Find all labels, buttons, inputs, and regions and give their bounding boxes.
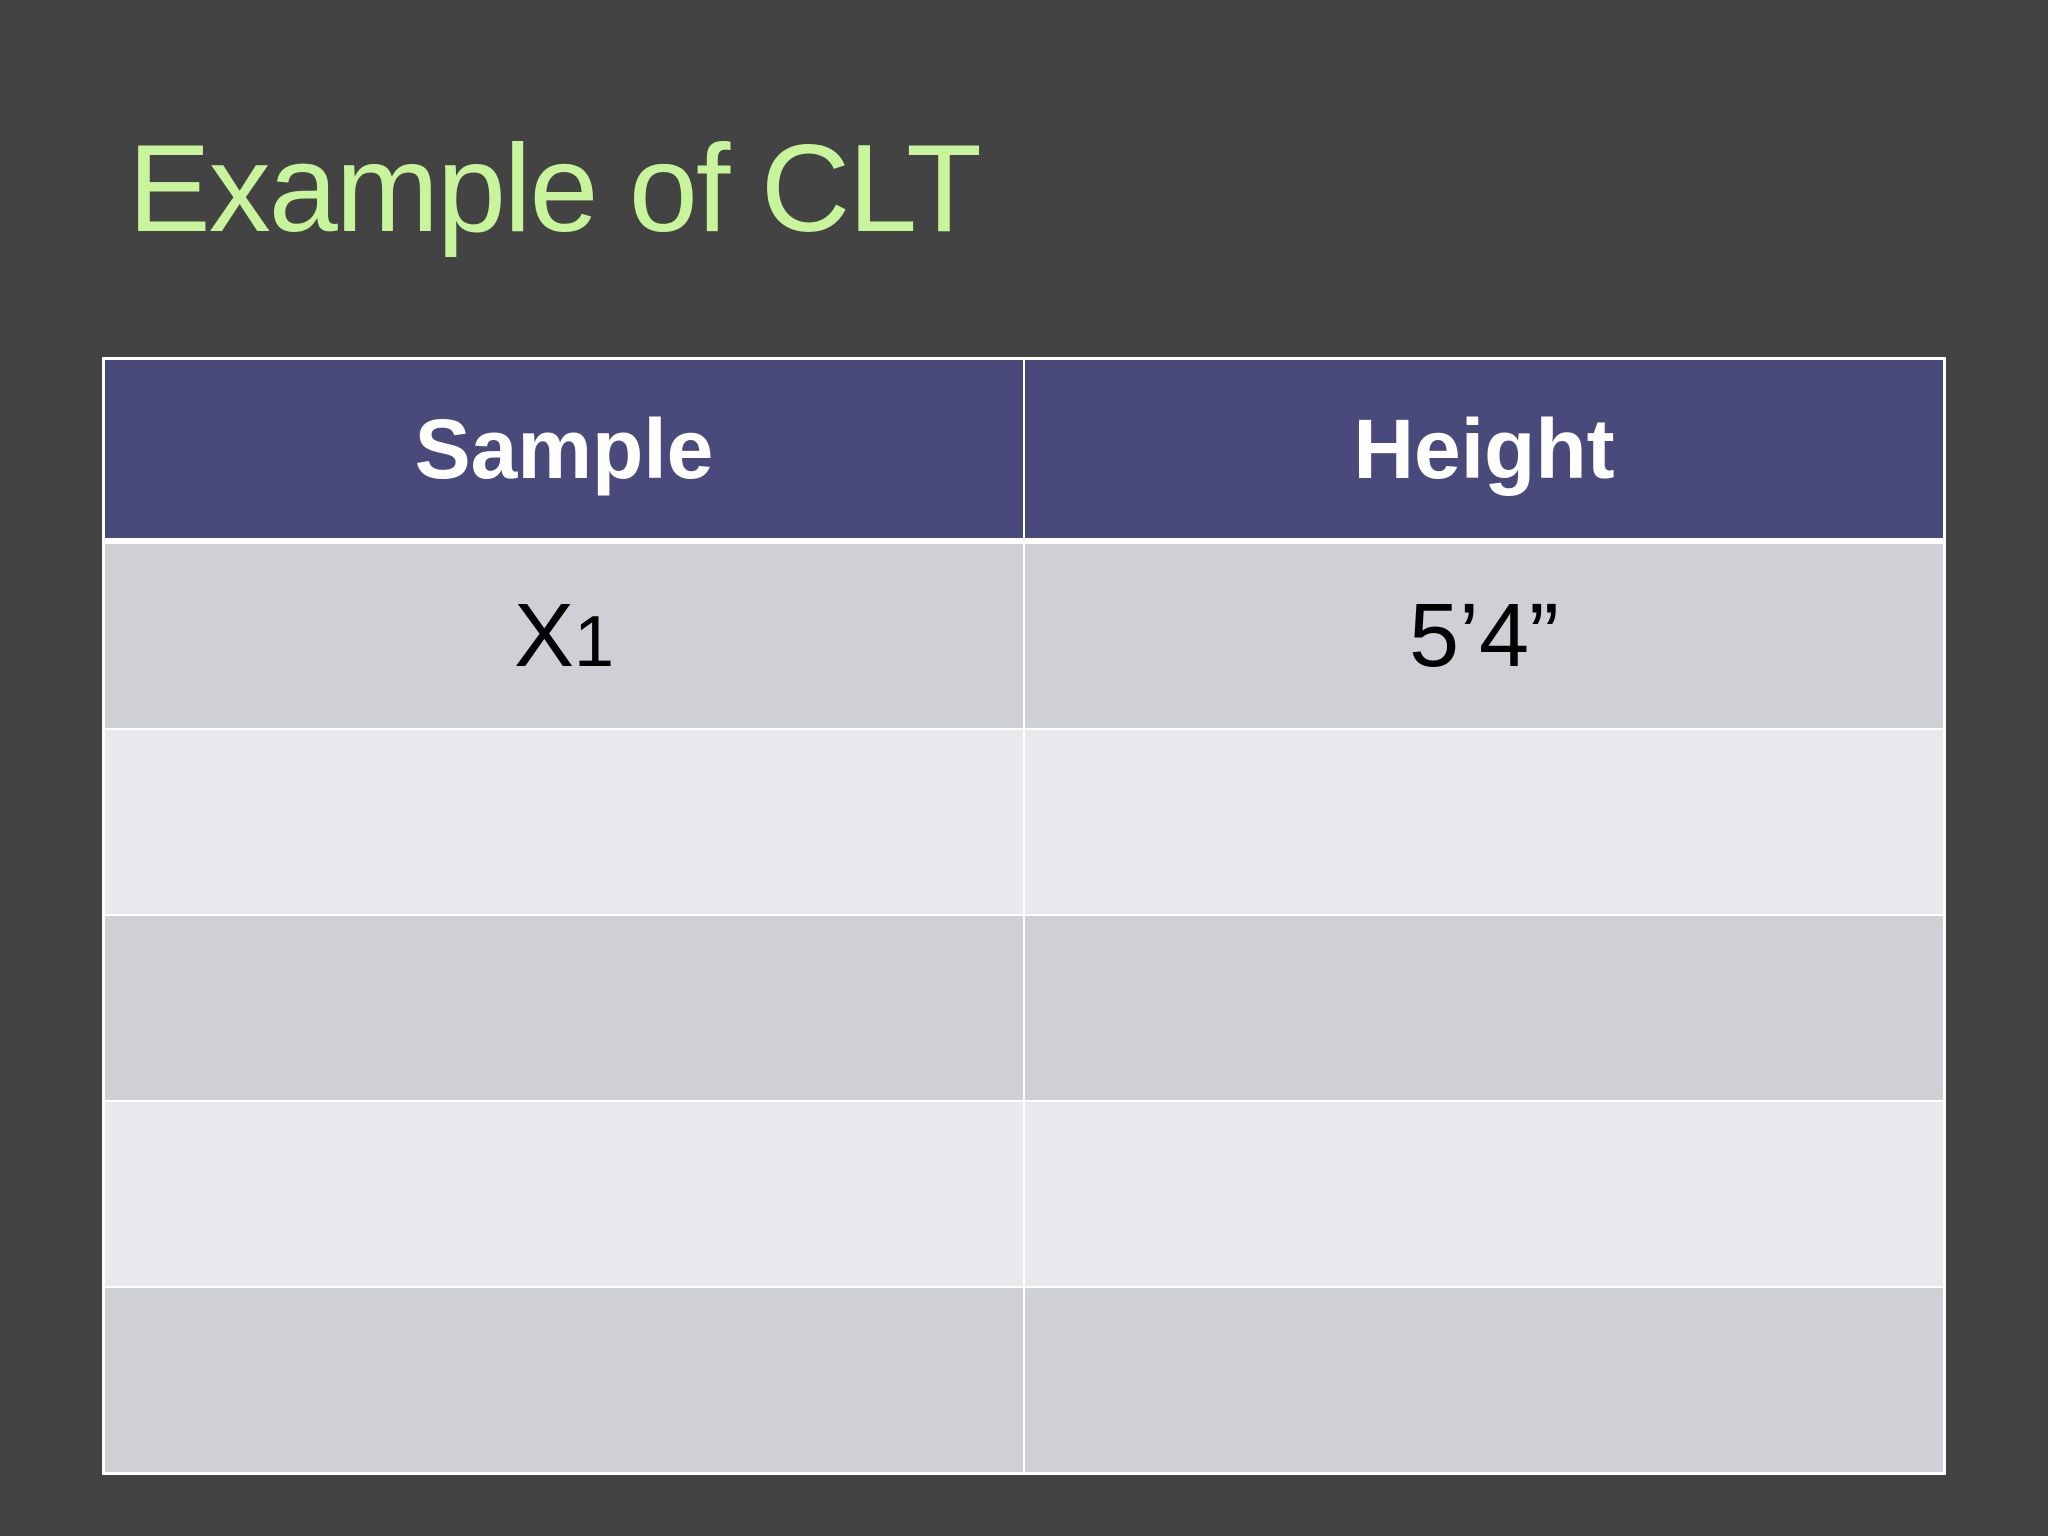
table-row xyxy=(102,1286,1946,1475)
header-cell: Sample xyxy=(102,357,1025,544)
table-row: X1 5’4” xyxy=(102,540,1946,730)
table-cell: X1 xyxy=(102,540,1025,730)
slide-title: Example of CLT xyxy=(128,120,982,258)
table-cell: 5’4” xyxy=(1023,540,1946,730)
table-row xyxy=(102,914,1946,1102)
table-cell xyxy=(102,1100,1025,1288)
table-cell xyxy=(1023,914,1946,1102)
header-row: Sample Height xyxy=(102,357,1946,544)
table-row xyxy=(102,1100,1946,1288)
table-cell xyxy=(1023,728,1946,916)
cell-text: X xyxy=(513,585,574,686)
table-cell xyxy=(102,1286,1025,1475)
table-cell xyxy=(102,914,1025,1102)
cell-subscript: 1 xyxy=(573,601,615,682)
table-cell xyxy=(102,728,1025,916)
header-cell: Height xyxy=(1023,357,1946,544)
data-table: Sample Height X1 5’4” xyxy=(102,357,1946,1475)
table-row xyxy=(102,728,1946,916)
table-cell xyxy=(1023,1286,1946,1475)
table-cell xyxy=(1023,1100,1946,1288)
